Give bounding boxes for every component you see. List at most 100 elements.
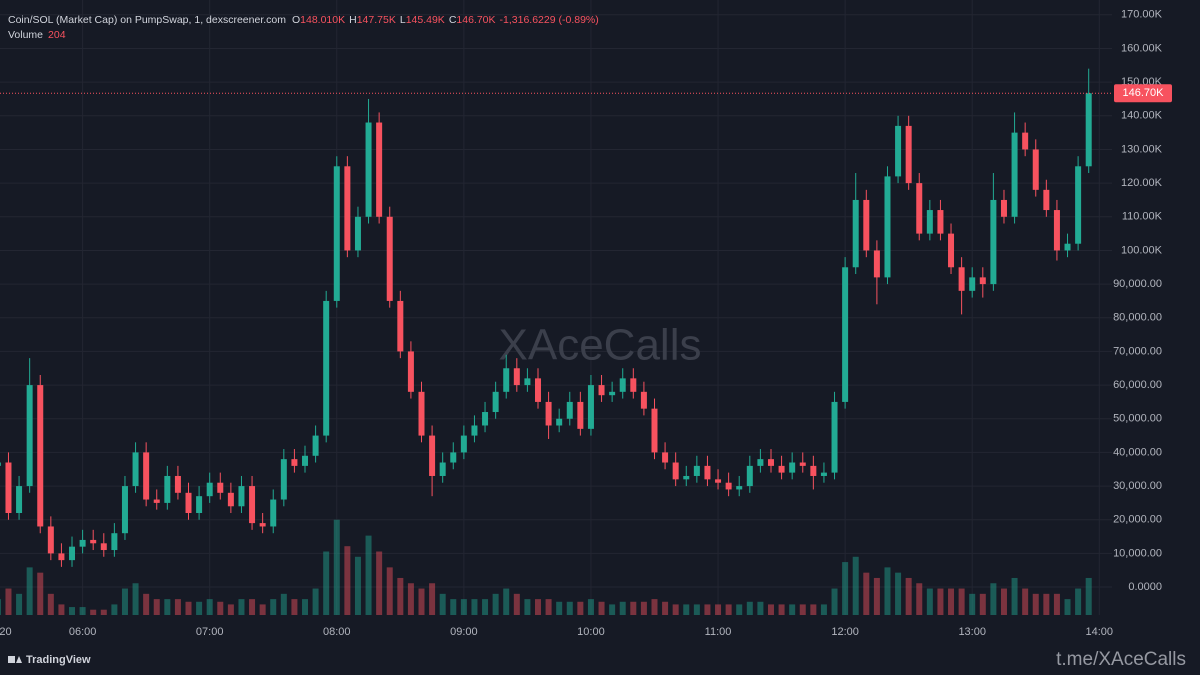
ohlc-value: 148.010K bbox=[300, 14, 345, 26]
candle-body bbox=[164, 475, 171, 503]
volume-bar bbox=[132, 583, 139, 615]
volume-bar bbox=[905, 577, 912, 615]
candle-body bbox=[503, 368, 510, 392]
candle-body bbox=[312, 435, 319, 456]
volume-bar bbox=[16, 593, 23, 615]
volume-bar bbox=[789, 604, 796, 615]
volume-bar bbox=[196, 601, 203, 615]
volume-bar bbox=[121, 588, 128, 615]
candle-body bbox=[619, 378, 626, 392]
volume-bar bbox=[174, 599, 181, 615]
candle-body bbox=[79, 539, 86, 547]
candle-body bbox=[37, 385, 44, 527]
volume-bar bbox=[259, 604, 266, 615]
candle-body bbox=[418, 391, 425, 436]
volume-bar bbox=[545, 599, 552, 615]
candle-body bbox=[863, 199, 870, 251]
candle-body bbox=[482, 412, 489, 426]
volume-bar bbox=[69, 607, 76, 615]
candle-body bbox=[545, 401, 552, 426]
candle-body bbox=[397, 300, 404, 352]
candle-body bbox=[111, 533, 118, 551]
volume-bar bbox=[831, 588, 838, 615]
volume-bar bbox=[302, 599, 309, 615]
candle-body bbox=[683, 475, 690, 480]
volume-bar bbox=[47, 593, 54, 615]
candle-body bbox=[587, 385, 594, 429]
candle-body bbox=[746, 465, 753, 487]
candle-body bbox=[26, 385, 33, 487]
candle-body bbox=[725, 482, 732, 490]
candle-body bbox=[16, 486, 23, 514]
footer-link: t.me/XAceCalls bbox=[1056, 649, 1186, 670]
candle-body bbox=[672, 462, 679, 480]
volume-bar bbox=[524, 599, 531, 615]
last-price-tag bbox=[1114, 84, 1172, 103]
y-tick-label: 70,000.00 bbox=[1113, 345, 1162, 357]
candle-body bbox=[407, 351, 414, 392]
volume-header: Volume 204 bbox=[8, 29, 66, 41]
watermark: XAceCalls bbox=[499, 321, 702, 370]
candle-body bbox=[948, 233, 955, 268]
candle-body bbox=[238, 486, 245, 507]
ohlc-value: 146.70K bbox=[456, 14, 495, 26]
volume-bar bbox=[1032, 593, 1039, 615]
y-tick-label: 120.00K bbox=[1121, 177, 1163, 189]
volume-bar bbox=[1022, 588, 1029, 615]
volume-bar bbox=[863, 572, 870, 615]
volume-bar bbox=[736, 604, 743, 615]
y-tick-label: 60,000.00 bbox=[1113, 379, 1162, 391]
candle-body bbox=[143, 452, 150, 500]
candle-body bbox=[820, 472, 827, 476]
tradingview-logo bbox=[8, 656, 22, 663]
volume-bar bbox=[143, 593, 150, 615]
candle-body bbox=[767, 459, 774, 466]
candle-body bbox=[1000, 199, 1007, 217]
x-tick-label: 10:00 bbox=[577, 626, 605, 638]
volume-bar bbox=[270, 599, 277, 615]
volume-bar bbox=[990, 583, 997, 615]
x-tick-label: 08:00 bbox=[323, 626, 351, 638]
candle-body bbox=[852, 199, 859, 268]
x-tick-label: 05:20 bbox=[0, 626, 12, 638]
volume-bar bbox=[5, 588, 12, 615]
volume-bar bbox=[619, 601, 626, 615]
volume-bar bbox=[450, 599, 457, 615]
volume-bar bbox=[630, 601, 637, 615]
x-tick-label: 06:00 bbox=[69, 626, 97, 638]
candle-body bbox=[439, 462, 446, 476]
candle-body bbox=[5, 462, 12, 514]
volume-bar bbox=[1043, 593, 1050, 615]
candle-body bbox=[90, 539, 97, 544]
volume-bar bbox=[609, 604, 616, 615]
y-tick-label: 130.00K bbox=[1121, 143, 1163, 155]
volume-bar bbox=[852, 556, 859, 615]
volume-key: Volume bbox=[8, 29, 43, 41]
candle-body bbox=[471, 425, 478, 436]
y-tick-label: 10,000.00 bbox=[1113, 547, 1162, 559]
x-axis: 05:20 06:00 07:00 08:00 09:00 10:00 11:00 12:00… bbox=[0, 626, 1113, 638]
volume-bar bbox=[587, 599, 594, 615]
volume-bar bbox=[0, 599, 1, 615]
volume-value: 204 bbox=[48, 29, 66, 41]
candle-body bbox=[100, 543, 107, 551]
volume-bar bbox=[672, 604, 679, 615]
candle-body bbox=[291, 459, 298, 466]
volume-bar bbox=[397, 577, 404, 615]
y-tick-label: 80,000.00 bbox=[1113, 312, 1162, 324]
candle-body bbox=[810, 465, 817, 476]
volume-bar bbox=[948, 588, 955, 615]
candle-body bbox=[492, 391, 499, 413]
candle-body bbox=[926, 210, 933, 234]
candle-body bbox=[376, 122, 383, 217]
volume-bar bbox=[1075, 588, 1082, 615]
candle-body bbox=[534, 378, 541, 402]
candle-body bbox=[937, 210, 944, 234]
candle-body bbox=[302, 455, 309, 466]
candle-body bbox=[344, 166, 351, 251]
volume-bar bbox=[556, 601, 563, 615]
volume-bar bbox=[1000, 588, 1007, 615]
volume-bar bbox=[651, 599, 658, 615]
candle-body bbox=[450, 452, 457, 463]
